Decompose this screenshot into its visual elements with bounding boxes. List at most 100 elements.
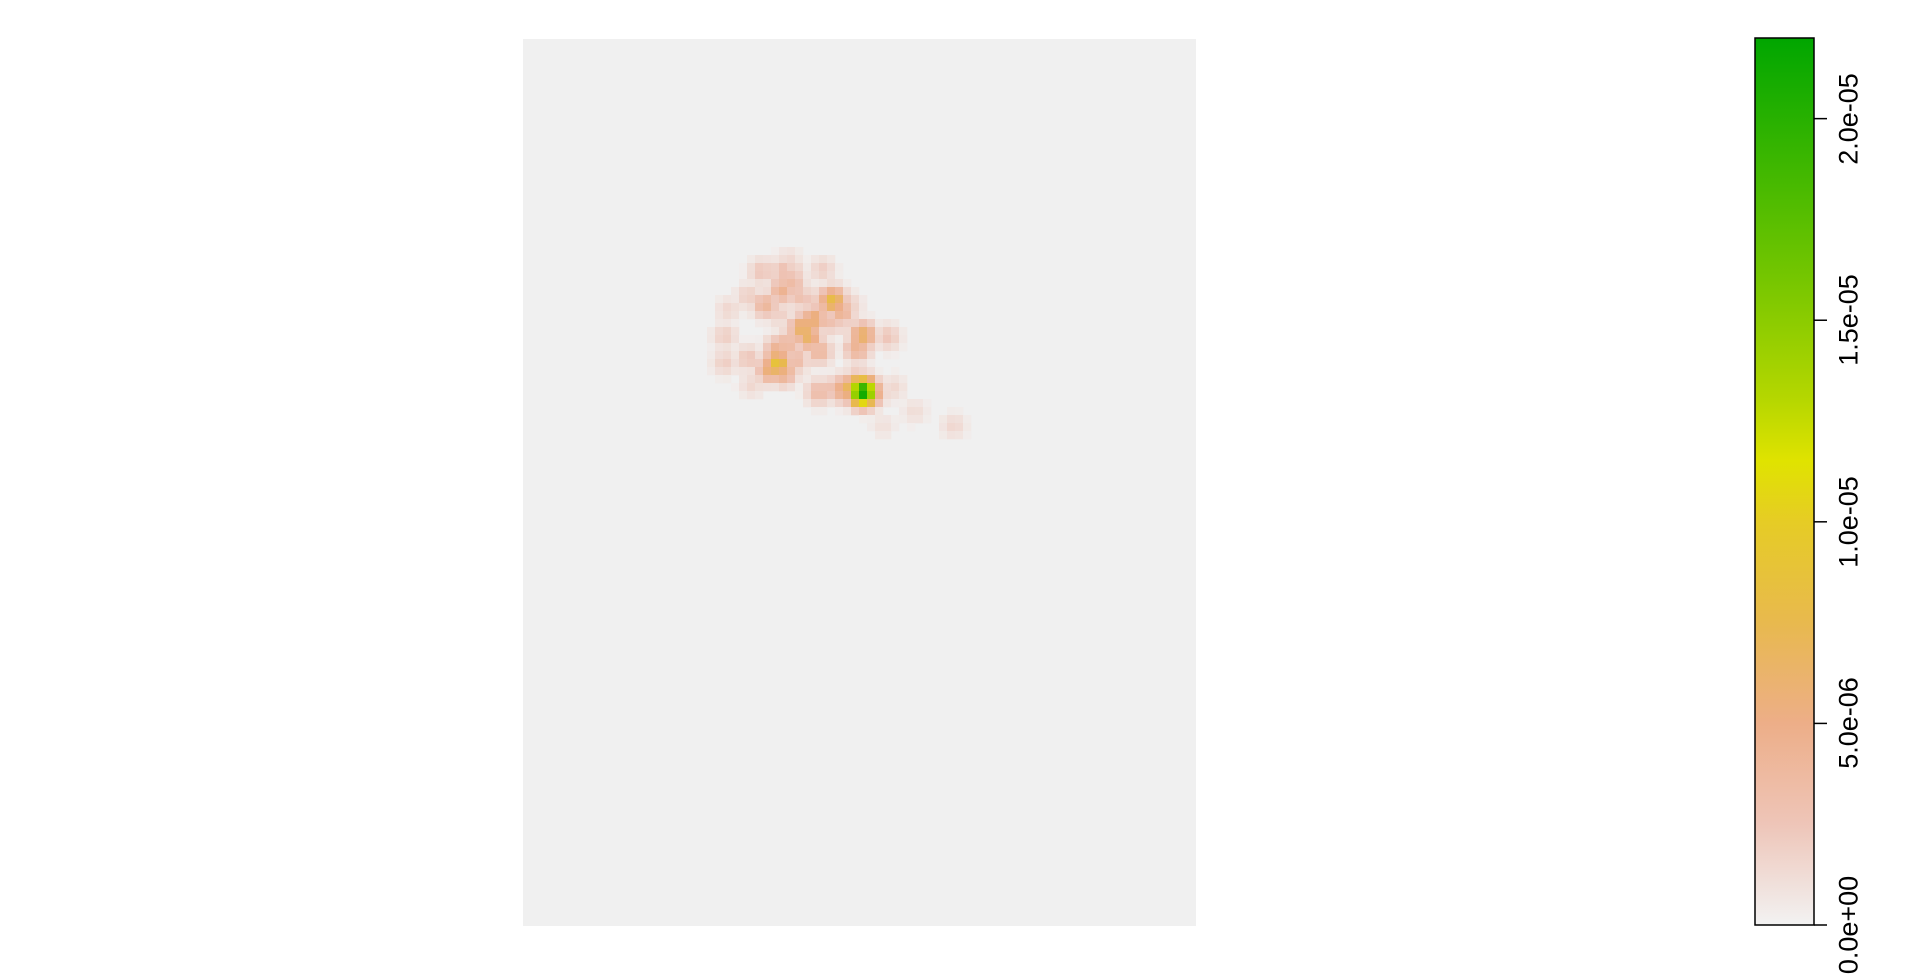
heatmap-cell [723,335,732,344]
heatmap-cell [875,431,884,440]
heatmap-cell [795,303,804,312]
heatmap-cell [811,311,820,320]
heatmap-cell [915,407,924,416]
heatmap-cell [851,351,860,360]
heatmap-cell [835,367,844,376]
heatmap-cell [803,263,812,272]
heatmap-cell [771,279,780,288]
heatmap-cell [731,311,740,320]
heatmap-cell [779,271,788,280]
heatmap-cell [731,359,740,368]
heatmap-cell [707,351,716,360]
heatmap-cell [747,255,756,264]
heatmap-cell [883,375,892,384]
heatmap-cell [955,423,964,432]
heatmap-cell [851,295,860,304]
heatmap-cell [755,303,764,312]
heatmap-cell [803,359,812,368]
heatmap-cell [891,391,900,400]
heatmap-cell [763,303,772,312]
heatmap-cell [787,311,796,320]
heatmap-cell [947,407,956,416]
heatmap-cell [883,423,892,432]
heatmap-cell [811,407,820,416]
heatmap-cell [939,415,948,424]
heatmap-cell [795,287,804,296]
heatmap-cell [747,351,756,360]
heatmap-cell [739,383,748,392]
heatmap-cell [763,383,772,392]
heatmap-cell [963,415,972,424]
heatmap-cell [755,383,764,392]
heatmap-cell [867,391,876,400]
heatmap-cell [875,383,884,392]
colorbar [1754,37,1815,926]
heatmap-cell [747,335,756,344]
heatmap-cell [851,287,860,296]
heatmap-cell [883,399,892,408]
heatmap-cell [803,279,812,288]
heatmap-cell [731,367,740,376]
heatmap-cell [747,367,756,376]
heatmap-cell [763,343,772,352]
heatmap-cell [827,399,836,408]
heatmap-cell [827,295,836,304]
heatmap-cell [715,343,724,352]
heatmap-cell [811,343,820,352]
heatmap-cell [795,327,804,336]
heatmap-cell [867,407,876,416]
heatmap-cell [963,431,972,440]
heatmap-cell [859,399,868,408]
heatmap-cell [851,335,860,344]
heatmap-cell [867,399,876,408]
heatmap-cell [843,383,852,392]
heatmap-cell [859,311,868,320]
heatmap-cell [923,399,932,408]
heatmap-cell [795,295,804,304]
heatmap-cell [779,327,788,336]
heatmap-cell [843,391,852,400]
heatmap-cell [851,383,860,392]
heatmap-cell [819,391,828,400]
heatmap-cell [891,327,900,336]
heatmap-cell [811,383,820,392]
heatmap-cell [771,343,780,352]
heatmap-cell [875,343,884,352]
heatmap-cell [771,247,780,256]
heatmap-cell [811,335,820,344]
heatmap-cell [779,279,788,288]
heatmap-cell [731,327,740,336]
heatmap-cell [795,335,804,344]
heatmap-cell [843,287,852,296]
heatmap-cell [859,359,868,368]
heatmap-cell [787,383,796,392]
heatmap-cell [819,255,828,264]
heatmap-cell [827,359,836,368]
heatmap-cell [715,303,724,312]
heatmap-cell [715,367,724,376]
heatmap-cell [827,287,836,296]
heatmap-cell [835,351,844,360]
heatmap-cell [851,327,860,336]
heatmap-cell [851,399,860,408]
heatmap-cell [827,375,836,384]
heatmap-cell [771,271,780,280]
heatmap-cell [739,303,748,312]
heatmap-cell [779,367,788,376]
heatmap-cell [835,303,844,312]
heatmap-cell [811,367,820,376]
heatmap-cell [907,399,916,408]
heatmap-cell [835,295,844,304]
heatmap-cell [891,343,900,352]
heatmap-cell [843,351,852,360]
heatmap-cell [771,287,780,296]
heatmap-cell [715,295,724,304]
heatmap-cell [787,367,796,376]
heatmap-cell [827,391,836,400]
heatmap-cell [795,279,804,288]
heatmap-cell [883,327,892,336]
heatmap-cell [907,415,916,424]
heatmap-cell [811,391,820,400]
heatmap-cell [715,311,724,320]
heatmap-cell [779,255,788,264]
